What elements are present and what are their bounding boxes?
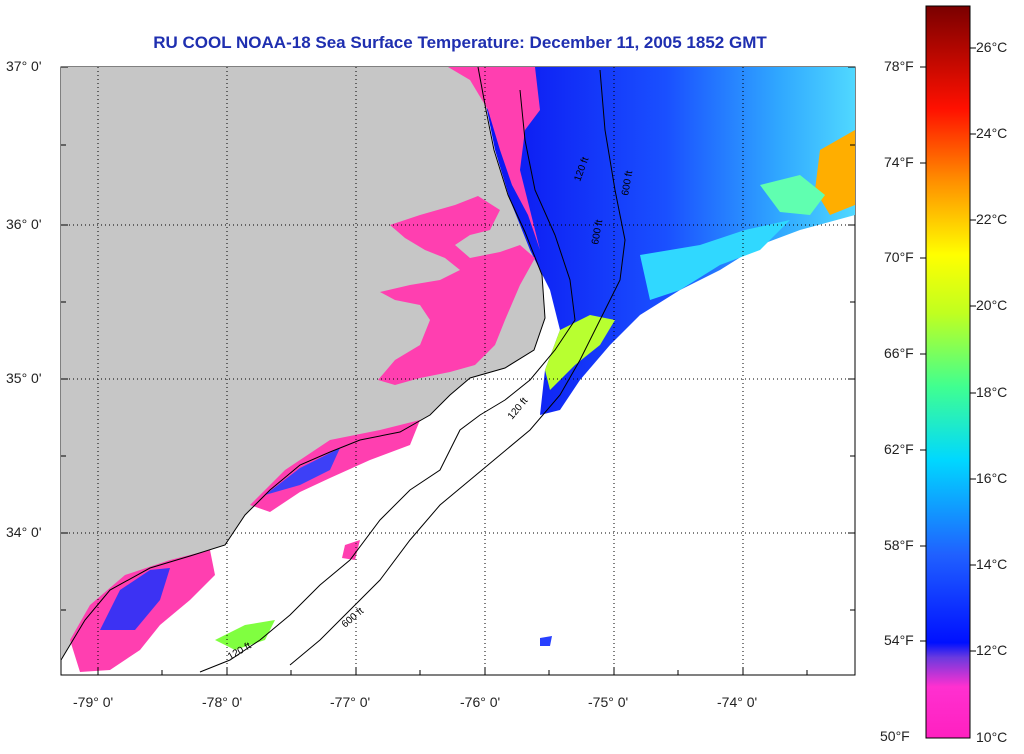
fahrenheit-label: 62°F: [884, 441, 914, 457]
celsius-label: 14°C: [976, 556, 1008, 572]
lat-label: 37° 0': [6, 58, 42, 74]
lon-label: -79° 0': [73, 694, 114, 710]
fahrenheit-label: 66°F: [884, 345, 914, 361]
lon-label: -74° 0': [717, 694, 758, 710]
celsius-label: 12°C: [976, 642, 1008, 658]
gulf-stream-patch: [815, 130, 855, 215]
axis-ticks: [61, 66, 855, 675]
offshore-dot: [540, 636, 552, 646]
celsius-label: 22°C: [976, 211, 1008, 227]
fahrenheit-label: 50°F: [880, 728, 910, 744]
celsius-label: 20°C: [976, 297, 1008, 313]
coastal-patch-mid-blue: [265, 448, 340, 495]
lon-label: -76° 0': [460, 694, 501, 710]
temperature-colorbar: [925, 5, 971, 739]
south-patch-green: [215, 620, 275, 650]
pamlico-sound: [378, 196, 535, 385]
map-title: RU COOL NOAA-18 Sea Surface Temperature:…: [153, 33, 767, 52]
colorbar-ticks: [920, 47, 976, 652]
celsius-label: 24°C: [976, 125, 1008, 141]
map-content: 120 ft 600 ft 120 ft 600 ft 600 ft 120 f…: [61, 67, 855, 675]
isobath-120ft: [199, 89, 576, 673]
nearshore-cold-water: [448, 67, 540, 250]
isobath-600ft: [289, 69, 626, 666]
lat-label: 35° 0': [6, 370, 42, 386]
shelf-edge-front: [640, 220, 790, 300]
graticule: [61, 67, 855, 675]
coastal-patch-blue: [100, 568, 170, 630]
gulf-stream-patch-2: [760, 175, 825, 215]
contour-label: 600 ft: [620, 170, 635, 197]
fahrenheit-label: 54°F: [884, 632, 914, 648]
celsius-label: 10°C: [976, 729, 1008, 745]
fahrenheit-label: 78°F: [884, 58, 914, 74]
fahrenheit-label: 70°F: [884, 249, 914, 265]
celsius-label: 26°C: [976, 39, 1008, 55]
lat-label: 34° 0': [6, 524, 42, 540]
lon-label: -77° 0': [330, 694, 371, 710]
lon-label: -75° 0': [588, 694, 629, 710]
lon-label: -78° 0': [202, 694, 243, 710]
celsius-label: 18°C: [976, 384, 1008, 400]
fahrenheit-label: 74°F: [884, 154, 914, 170]
lat-label: 36° 0': [6, 216, 42, 232]
celsius-label: 16°C: [976, 470, 1008, 486]
fahrenheit-label: 58°F: [884, 537, 914, 553]
coastal-patch-mid: [250, 420, 420, 512]
shelf-edge-warm: [545, 315, 615, 390]
coastline: [61, 67, 546, 661]
